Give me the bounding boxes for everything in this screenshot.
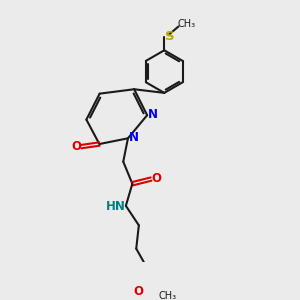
Text: CH₃: CH₃ <box>159 291 177 300</box>
Text: N: N <box>129 131 139 144</box>
Text: N: N <box>148 108 158 121</box>
Text: CH₃: CH₃ <box>177 19 195 29</box>
Text: O: O <box>71 140 81 153</box>
Text: S: S <box>165 30 175 43</box>
Text: HN: HN <box>106 200 126 213</box>
Text: O: O <box>151 172 161 185</box>
Text: O: O <box>133 285 143 298</box>
